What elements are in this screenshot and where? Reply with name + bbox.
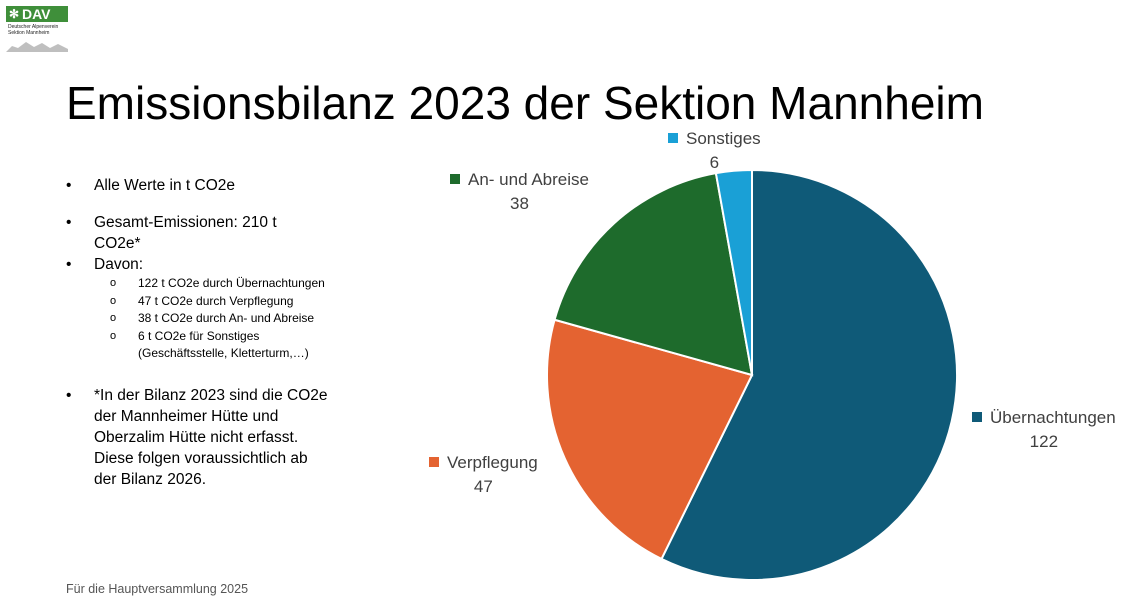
pie-label-verpflegung: Verpflegung 47 — [429, 451, 538, 499]
sub-bullet: o 38 t CO2e durch An- und Abreise — [66, 310, 396, 328]
pie-slice-verpflegung — [546, 318, 754, 561]
sub-bullet: o 6 t CO2e für Sonstiges (Geschäftsstelle,… — [66, 328, 396, 363]
bullet-list: • Alle Werte in t CO2e • Gesamt-Emission… — [66, 175, 396, 490]
note-line: der Mannheimer Hütte und — [94, 407, 279, 425]
bullet-units: • Alle Werte in t CO2e — [66, 175, 396, 196]
bullet-dot-icon: • — [66, 214, 72, 231]
sub-bullet: o 47 t CO2e durch Verpflegung — [66, 293, 396, 311]
pie-label-sonstiges: Sonstiges 6 — [668, 127, 761, 175]
bullet-dot-icon: • — [66, 256, 72, 273]
dav-logo-badge: ✻ DAV — [6, 6, 68, 22]
dav-logo: ✻ DAV Deutscher Alpenverein Sektion Mann… — [6, 6, 68, 52]
legend-swatch — [450, 174, 460, 184]
legend-swatch — [429, 457, 439, 467]
sub-bullet: o 122 t CO2e durch Übernachtungen — [66, 275, 396, 293]
note-line: Oberzalim Hütte nicht erfasst. — [94, 428, 299, 446]
legend-swatch — [972, 412, 982, 422]
pie-slice-sonstiges — [714, 168, 753, 376]
pie-label-name: An- und Abreise — [468, 170, 589, 189]
pie-label-an-und-abreise: An- und Abreise 38 — [450, 168, 589, 216]
pie-label-name: Übernachtungen — [990, 408, 1116, 427]
pie-label-name: Verpflegung — [447, 453, 538, 472]
dav-logo-text: DAV — [22, 6, 51, 22]
circle-bullet-icon: o — [110, 329, 117, 342]
circle-bullet-icon: o — [110, 312, 117, 324]
pie-label-name: Sonstiges — [686, 129, 761, 148]
sub-bullet-text: 6 t CO2e für Sonstiges — [138, 328, 260, 343]
note-line: Diese folgen voraussichtlich ab — [94, 449, 308, 467]
pie-slice-an-und-abreise — [553, 172, 754, 377]
bullet-dot-icon: • — [66, 177, 72, 194]
note-line: der Bilanz 2026. — [94, 470, 207, 488]
pie-label-value: 6 — [709, 153, 720, 172]
pie-label-uebernachtungen: Übernachtungen 122 — [972, 406, 1116, 454]
sub-bullet-text: 47 t CO2e durch Verpflegung — [138, 293, 294, 308]
pie-label-value: 47 — [473, 477, 493, 496]
bullet-note: • *In der Bilanz 2023 sind die CO2e der … — [66, 385, 396, 490]
sub-bullet-text: 122 t CO2e durch Übernachtungen — [138, 276, 325, 290]
bullet-total: • Gesamt-Emissionen: 210 t CO2e* — [66, 212, 396, 254]
sub-bullet-text: (Geschäftsstelle, Kletterturm,…) — [138, 346, 309, 360]
note-line: *In der Bilanz 2023 sind die CO2e — [94, 386, 328, 404]
legend-swatch — [668, 133, 678, 143]
mountain-silhouette-icon — [6, 42, 68, 52]
bullet-text: CO2e* — [94, 235, 141, 252]
circle-bullet-icon: o — [110, 294, 117, 307]
bullet-dot-icon: • — [66, 386, 72, 404]
slide-title: Emissionsbilanz 2023 der Sektion Mannhei… — [66, 77, 984, 129]
circle-bullet-icon: o — [110, 277, 117, 289]
logo-subtitle-2: Sektion Mannheim — [8, 30, 50, 36]
pie-label-value: 38 — [510, 194, 529, 213]
bullet-breakdown: • Davon: — [66, 254, 396, 275]
footer-note: Für die Hauptversammlung 2025 — [66, 582, 249, 596]
pie-slice-übernachtungen — [660, 168, 958, 581]
bullet-text: Davon: — [94, 256, 144, 273]
bullet-text: Alle Werte in t CO2e — [94, 177, 235, 194]
sub-bullet-text: 38 t CO2e durch An- und Abreise — [138, 311, 315, 325]
logo-subtitle-1: Deutscher Alpenverein — [8, 24, 59, 30]
edelweiss-icon: ✻ — [8, 7, 20, 21]
bullet-text: Gesamt-Emissionen: 210 t — [94, 214, 277, 231]
pie-label-value: 122 — [1029, 432, 1059, 451]
